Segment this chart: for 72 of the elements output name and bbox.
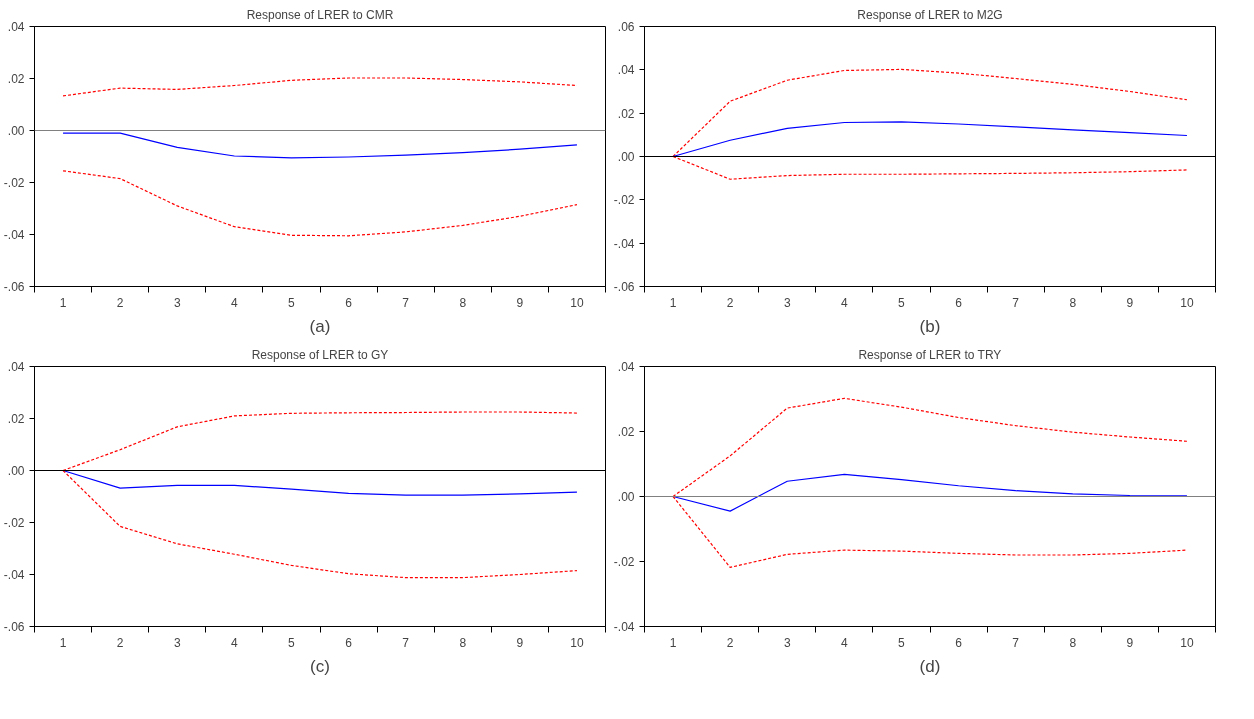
x-tick-label: 3 xyxy=(783,295,791,310)
y-tick-label: .02 xyxy=(7,412,25,426)
chart-title: Response of LRER to TRY xyxy=(858,347,1002,362)
x-tick-label: 1 xyxy=(669,295,677,310)
chart-title: Response of LRER to M2G xyxy=(857,7,1003,22)
x-tick-label: 6 xyxy=(955,635,963,650)
x-tick-label: 4 xyxy=(231,635,239,650)
y-tick-label: -.02 xyxy=(3,176,25,190)
y-tick-label: .00 xyxy=(7,124,25,138)
x-tick-label: 10 xyxy=(1180,635,1194,650)
chart-title: Response of LRER to CMR xyxy=(246,7,394,22)
y-tick-label: .02 xyxy=(7,72,25,86)
y-tick-label: .04 xyxy=(617,63,635,78)
chart-title: Response of LRER to GY xyxy=(251,347,389,362)
x-tick-label: 8 xyxy=(459,635,467,650)
y-tick-label: -.02 xyxy=(3,516,25,530)
x-tick-label: 8 xyxy=(1069,635,1077,650)
y-tick-label: .06 xyxy=(617,20,635,34)
y-tick-label: .00 xyxy=(617,490,635,504)
x-tick-label: 2 xyxy=(726,295,734,310)
x-tick-label: 5 xyxy=(898,295,906,310)
y-tick-label: -.04 xyxy=(613,620,635,634)
x-tick-label: 4 xyxy=(841,635,849,650)
y-tick-label: -.04 xyxy=(613,236,635,251)
y-tick-label: .04 xyxy=(7,360,25,374)
x-tick-label: 7 xyxy=(1012,635,1020,650)
x-tick-label: 3 xyxy=(173,635,181,650)
y-tick-label: -.04 xyxy=(3,228,25,242)
text: (b) xyxy=(919,316,941,336)
x-tick-label: 8 xyxy=(1069,295,1077,310)
x-tick-label: 5 xyxy=(288,635,296,650)
y-tick-label: -.02 xyxy=(613,555,635,569)
x-tick-label: 1 xyxy=(669,635,677,650)
x-tick-label: 9 xyxy=(1126,295,1134,310)
x-tick-label: 4 xyxy=(231,295,239,310)
x-tick-label: 6 xyxy=(345,295,353,310)
x-tick-label: 10 xyxy=(570,295,584,310)
x-tick-label: 10 xyxy=(570,635,584,650)
x-tick-label: 9 xyxy=(1126,635,1134,650)
x-tick-label: 1 xyxy=(59,295,67,310)
x-tick-label: 6 xyxy=(345,635,353,650)
x-tick-label: 2 xyxy=(726,635,734,650)
x-tick-label: 7 xyxy=(402,635,410,650)
x-tick-label: 7 xyxy=(1012,295,1020,310)
x-tick-label: 9 xyxy=(516,635,524,650)
y-tick-label: .04 xyxy=(617,360,635,374)
text: (d) xyxy=(919,656,941,676)
x-tick-label: 3 xyxy=(173,295,181,310)
x-tick-label: 8 xyxy=(459,295,467,310)
text: (c) xyxy=(310,656,330,676)
y-tick-label: .02 xyxy=(617,425,635,439)
y-tick-label: .02 xyxy=(617,106,635,121)
y-tick-label: -.06 xyxy=(3,280,25,294)
y-tick-label: -.06 xyxy=(613,280,635,294)
y-tick-label: -.06 xyxy=(3,620,25,634)
x-tick-label: 2 xyxy=(116,295,124,310)
x-tick-label: 2 xyxy=(116,635,124,650)
x-tick-label: 5 xyxy=(898,635,906,650)
x-tick-label: 10 xyxy=(1180,295,1194,310)
x-tick-label: 4 xyxy=(841,295,849,310)
x-tick-label: 6 xyxy=(955,295,963,310)
x-tick-label: 7 xyxy=(402,295,410,310)
x-tick-label: 5 xyxy=(288,295,296,310)
y-tick-label: -.02 xyxy=(613,193,635,208)
x-tick-label: 1 xyxy=(59,635,67,650)
text: (a) xyxy=(309,316,331,336)
x-tick-label: 3 xyxy=(783,635,791,650)
y-tick-label: -.04 xyxy=(3,568,25,582)
y-tick-label: .00 xyxy=(617,150,635,164)
x-tick-label: 9 xyxy=(516,295,524,310)
y-tick-label: .04 xyxy=(7,20,25,34)
y-tick-label: .00 xyxy=(7,464,25,478)
